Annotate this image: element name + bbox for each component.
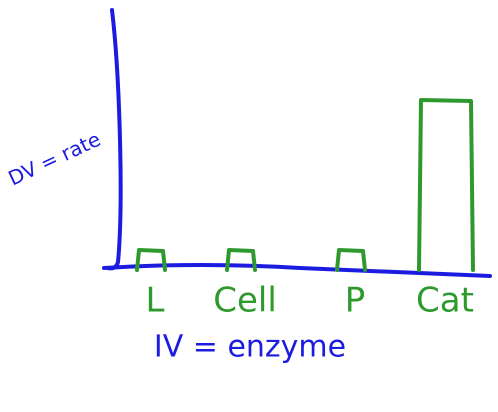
x-tick-label: L	[146, 281, 165, 321]
bar	[419, 100, 473, 270]
x-tick-label: P	[345, 281, 366, 321]
x-axis-label: IV = enzyme	[154, 330, 346, 365]
x-tick-label: Cell	[213, 281, 277, 321]
x-axis	[104, 265, 490, 276]
chart: IV = enzyme DV = rate L Cell P Cat	[0, 0, 498, 412]
bar	[337, 250, 365, 270]
y-axis-label: DV = rate	[5, 127, 105, 191]
x-tick-label: Cat	[416, 281, 474, 321]
y-axis	[108, 10, 121, 268]
